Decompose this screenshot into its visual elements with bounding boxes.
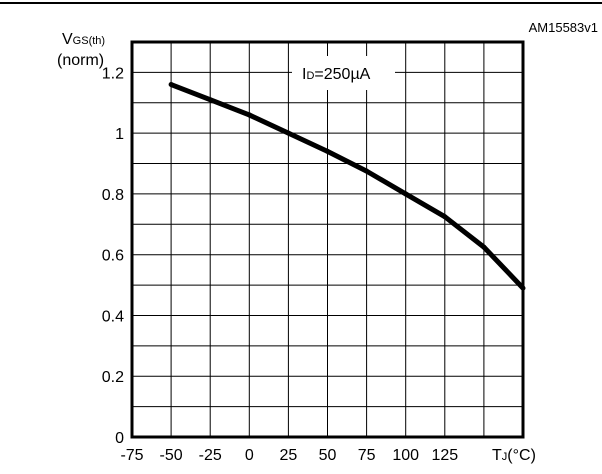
x-tick-label: -75: [120, 447, 143, 464]
x-tick-label: 100: [392, 447, 419, 464]
x-axis-title-sub: J: [502, 451, 508, 463]
annotation-sub: D: [306, 70, 314, 82]
series-point: [481, 244, 487, 250]
series-point: [403, 191, 409, 197]
plot-frame: [130, 40, 525, 439]
x-axis-title-main: T: [492, 447, 502, 464]
x-tick-label: -25: [199, 447, 222, 464]
annotation-label: ID=250µA: [302, 66, 371, 83]
y-tick-label: 0.4: [102, 308, 124, 325]
x-tick-labels: -75 -50 -25 0 25 50 75 100 125: [120, 447, 458, 464]
y-tick-label: 1: [115, 126, 124, 143]
y-axis-title-line2: (norm): [57, 52, 104, 69]
y-tick-labels: 0 0.2 0.4 0.6 0.8 1 1.2: [102, 65, 124, 447]
series-point: [168, 82, 174, 88]
series-layer: [168, 82, 526, 291]
y-tick-label: 1.2: [102, 65, 124, 82]
y-axis-title-sub: GS(th): [73, 35, 105, 47]
x-tick-label: 125: [431, 447, 458, 464]
x-tick-label: 50: [319, 447, 337, 464]
y-tick-label: 0.8: [102, 187, 124, 204]
annotation-box: [292, 56, 395, 90]
series-line-0: [170, 82, 525, 290]
y-tick-label: 0: [115, 430, 124, 447]
y-axis-title: VGS(th): [62, 31, 105, 48]
x-axis-title-rest: (°C): [507, 447, 536, 464]
series-point: [207, 97, 213, 103]
y-tick-label: 0.6: [102, 248, 124, 265]
series-point: [325, 148, 330, 154]
y-axis-title-main: V: [62, 31, 73, 48]
annotation-main: I: [302, 66, 306, 83]
grid-lines: [132, 42, 523, 437]
x-axis-title: TJ(°C): [492, 447, 536, 464]
annotation-rest: =250µA: [314, 66, 370, 83]
x-tick-label: 25: [280, 447, 298, 464]
figure-id: AM15583v1: [529, 20, 598, 35]
series-point: [364, 168, 370, 174]
y-tick-label: 0.2: [102, 369, 124, 386]
x-tick-label: 0: [245, 447, 254, 464]
series-point: [246, 112, 252, 118]
series-point: [285, 130, 291, 136]
x-tick-label: 75: [358, 447, 376, 464]
series-point: [442, 214, 448, 220]
x-tick-label: -50: [160, 447, 183, 464]
